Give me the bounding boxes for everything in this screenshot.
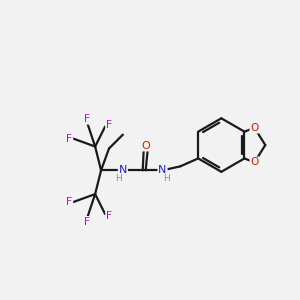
Text: F: F <box>84 217 90 227</box>
Text: H: H <box>116 174 122 183</box>
Text: F: F <box>66 134 72 144</box>
Text: F: F <box>106 211 112 221</box>
Text: O: O <box>141 140 150 151</box>
Text: F: F <box>106 120 112 130</box>
Text: N: N <box>119 165 127 175</box>
Text: N: N <box>158 165 167 175</box>
Text: F: F <box>84 114 90 124</box>
Text: F: F <box>66 197 72 207</box>
Text: O: O <box>250 123 259 133</box>
Text: H: H <box>163 174 170 183</box>
Text: O: O <box>250 158 259 167</box>
